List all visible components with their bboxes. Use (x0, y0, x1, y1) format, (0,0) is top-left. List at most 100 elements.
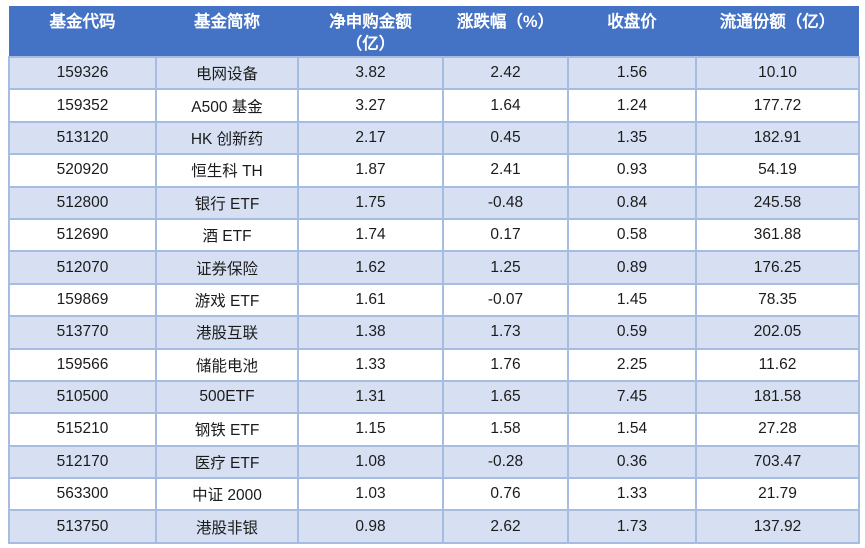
cell-close-price: 0.89 (567, 250, 697, 285)
table-row: 515210 钢铁 ETF 1.15 1.58 1.54 27.28 (8, 412, 860, 447)
cell-change-pct: 0.45 (442, 120, 569, 156)
cell-close-price: 1.33 (567, 477, 697, 512)
column-header-close-price: 收盘价 (568, 6, 696, 57)
cell-net-subscription: 1.31 (297, 379, 444, 415)
cell-float-shares: 361.88 (695, 217, 860, 253)
table-row: 510500 500ETF 1.31 1.65 7.45 181.58 (8, 379, 860, 415)
cell-float-shares: 54.19 (695, 153, 860, 188)
table-row: 159352 A500 基金 3.27 1.64 1.24 177.72 (8, 88, 860, 123)
cell-fund-code: 512170 (8, 444, 157, 480)
cell-net-subscription: 1.62 (297, 250, 444, 285)
cell-net-subscription: 1.75 (297, 185, 444, 220)
cell-change-pct: 0.17 (442, 217, 569, 253)
cell-float-shares: 703.47 (695, 444, 860, 480)
cell-fund-name: 证券保险 (155, 250, 299, 285)
fund-flow-table: 基金代码 基金简称 净申购金额 （亿） 涨跌幅（%） 收盘价 流通份额（亿） 159326… (8, 6, 860, 544)
column-header-float-shares: 流通份额（亿） (696, 6, 859, 57)
cell-net-subscription: 1.08 (297, 444, 444, 480)
cell-fund-name: 港股非银 (155, 509, 299, 544)
table-row: 513750 港股非银 0.98 2.62 1.73 137.92 (8, 509, 860, 544)
cell-close-price: 7.45 (567, 379, 697, 415)
cell-change-pct: 1.65 (442, 379, 569, 415)
cell-fund-name: 中证 2000 (155, 477, 299, 512)
table-row: 520920 恒生科 TH 1.87 2.41 0.93 54.19 (8, 153, 860, 188)
table-row: 512690 酒 ETF 1.74 0.17 0.58 361.88 (8, 217, 860, 253)
cell-close-price: 1.54 (567, 412, 697, 447)
cell-fund-name: 500ETF (155, 379, 299, 415)
cell-fund-code: 512070 (8, 250, 157, 285)
cell-fund-code: 513750 (8, 509, 157, 544)
cell-float-shares: 21.79 (695, 477, 860, 512)
column-header-fund-code: 基金代码 (9, 6, 156, 57)
cell-float-shares: 27.28 (695, 412, 860, 447)
cell-fund-code: 512800 (8, 185, 157, 220)
cell-fund-code: 513770 (8, 315, 157, 350)
cell-change-pct: 1.58 (442, 412, 569, 447)
cell-close-price: 0.59 (567, 315, 697, 350)
cell-net-subscription: 1.33 (297, 347, 444, 382)
cell-float-shares: 245.58 (695, 185, 860, 220)
cell-float-shares: 181.58 (695, 379, 860, 415)
column-header-fund-name: 基金简称 (156, 6, 298, 57)
table-header: 基金代码 基金简称 净申购金额 （亿） 涨跌幅（%） 收盘价 流通份额（亿） (9, 6, 859, 57)
cell-float-shares: 11.62 (695, 347, 860, 382)
cell-change-pct: -0.48 (442, 185, 569, 220)
cell-change-pct: 2.62 (442, 509, 569, 544)
cell-net-subscription: 1.74 (297, 217, 444, 253)
cell-close-price: 1.45 (567, 282, 697, 318)
cell-net-subscription: 1.38 (297, 315, 444, 350)
table-row: 512800 银行 ETF 1.75 -0.48 0.84 245.58 (8, 185, 860, 220)
cell-net-subscription: 3.82 (297, 55, 444, 91)
cell-float-shares: 78.35 (695, 282, 860, 318)
cell-close-price: 0.58 (567, 217, 697, 253)
cell-change-pct: 1.73 (442, 315, 569, 350)
cell-fund-code: 159352 (8, 88, 157, 123)
cell-fund-name: HK 创新药 (155, 120, 299, 156)
cell-net-subscription: 1.87 (297, 153, 444, 188)
cell-close-price: 1.56 (567, 55, 697, 91)
table-row: 513770 港股互联 1.38 1.73 0.59 202.05 (8, 315, 860, 350)
cell-fund-name: 医疗 ETF (155, 444, 299, 480)
cell-change-pct: -0.28 (442, 444, 569, 480)
cell-float-shares: 177.72 (695, 88, 860, 123)
cell-change-pct: 2.42 (442, 55, 569, 91)
cell-float-shares: 182.91 (695, 120, 860, 156)
cell-fund-code: 513120 (8, 120, 157, 156)
cell-close-price: 0.84 (567, 185, 697, 220)
column-header-change-pct: 涨跌幅（%） (443, 6, 568, 57)
cell-float-shares: 176.25 (695, 250, 860, 285)
cell-net-subscription: 0.98 (297, 509, 444, 544)
cell-net-subscription: 1.15 (297, 412, 444, 447)
cell-close-price: 0.36 (567, 444, 697, 480)
table-row: 159566 储能电池 1.33 1.76 2.25 11.62 (8, 347, 860, 382)
cell-fund-name: 游戏 ETF (155, 282, 299, 318)
cell-fund-code: 515210 (8, 412, 157, 447)
header-row: 基金代码 基金简称 净申购金额 （亿） 涨跌幅（%） 收盘价 流通份额（亿） (9, 6, 859, 57)
cell-fund-name: 钢铁 ETF (155, 412, 299, 447)
cell-net-subscription: 1.61 (297, 282, 444, 318)
cell-fund-name: 酒 ETF (155, 217, 299, 253)
table-body: 159326 电网设备 3.82 2.42 1.56 10.10 159352 A500 基金… (8, 55, 860, 544)
cell-change-pct: 1.76 (442, 347, 569, 382)
cell-fund-code: 159326 (8, 55, 157, 91)
cell-float-shares: 202.05 (695, 315, 860, 350)
cell-net-subscription: 2.17 (297, 120, 444, 156)
cell-change-pct: 1.64 (442, 88, 569, 123)
cell-change-pct: 2.41 (442, 153, 569, 188)
table-row: 512070 证券保险 1.62 1.25 0.89 176.25 (8, 250, 860, 285)
cell-change-pct: 0.76 (442, 477, 569, 512)
cell-float-shares: 10.10 (695, 55, 860, 91)
cell-fund-code: 159869 (8, 282, 157, 318)
cell-fund-code: 563300 (8, 477, 157, 512)
column-header-net-subscription: 净申购金额 （亿） (298, 6, 443, 57)
cell-fund-name: 港股互联 (155, 315, 299, 350)
cell-close-price: 2.25 (567, 347, 697, 382)
cell-fund-name: 银行 ETF (155, 185, 299, 220)
cell-net-subscription: 3.27 (297, 88, 444, 123)
table-row: 513120 HK 创新药 2.17 0.45 1.35 182.91 (8, 120, 860, 156)
cell-fund-name: 储能电池 (155, 347, 299, 382)
cell-fund-code: 512690 (8, 217, 157, 253)
table-row: 512170 医疗 ETF 1.08 -0.28 0.36 703.47 (8, 444, 860, 480)
cell-close-price: 1.73 (567, 509, 697, 544)
